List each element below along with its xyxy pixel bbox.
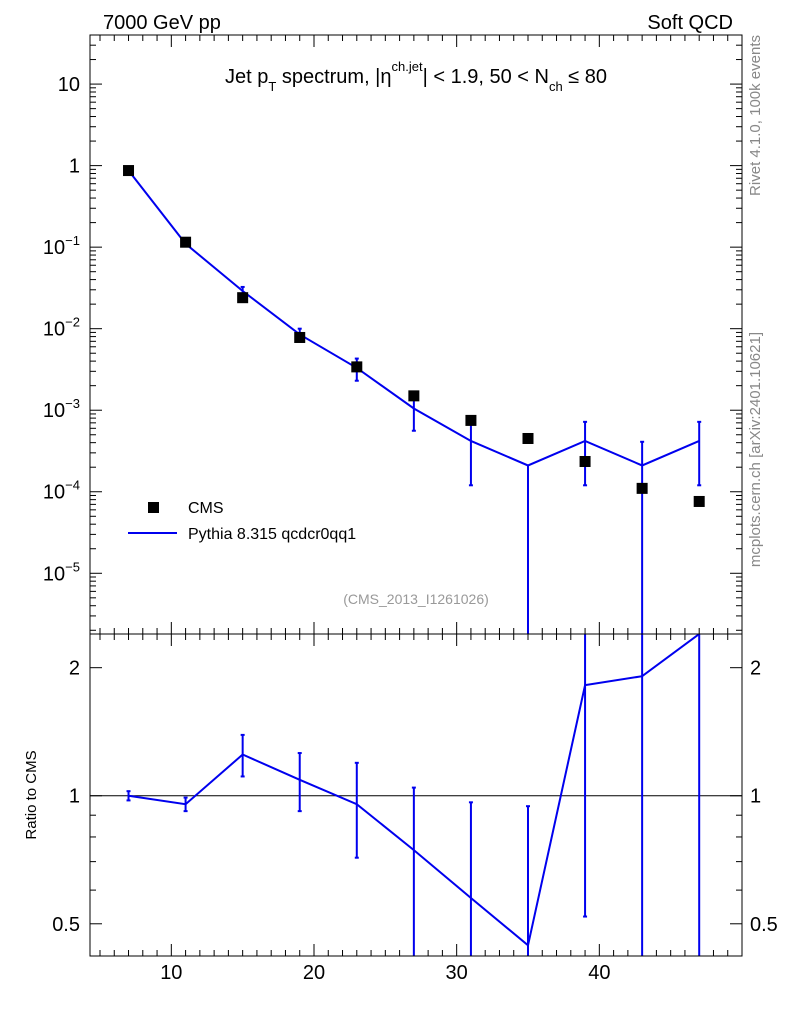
tick-exponent: −1 [65,233,80,248]
legend-label-cms: CMS [188,500,224,517]
title-prefix: Jet p [225,66,268,88]
main-y-tick-label: 1 [69,156,80,178]
data-point [351,361,363,373]
ratio-y-tick-label-right: 2 [750,658,761,680]
tick-base: 10 [43,319,65,341]
tick-base: 10 [43,237,65,259]
main-ticks [90,34,742,634]
data-point [579,455,591,467]
data-point [123,165,135,177]
tick-exponent: −5 [65,559,80,574]
main-frame [89,34,743,635]
ratio-series [126,633,701,956]
ratio-y-tick-label: 2 [69,658,80,680]
tick-exponent: −3 [65,396,80,411]
legend-label-mc: Pythia 8.315 qcdcr0qq1 [188,526,356,543]
header-left: 7000 GeV pp [103,12,221,34]
title-pt-subscript: T [268,79,276,94]
tick-base: 10 [43,400,65,422]
title-mid: spectrum, |η [276,66,391,88]
main-y-tick-label: 10−2 [43,315,80,341]
x-tick-label: 30 [446,962,468,984]
data-point [522,432,534,444]
x-tick-label: 20 [303,962,325,984]
title-range: | < 1.9, 50 < N [423,66,549,88]
main-y-tick-label: 10−4 [43,478,80,504]
title-eta-superscript: ch.jet [392,59,423,74]
ratio-y-tick-label-right: 0.5 [750,914,778,936]
ratio-y-tick-labels: 0.5 0.5 1 1 2 2 [52,658,778,936]
x-tick-label: 10 [160,962,182,984]
main-y-tick-label: 10−3 [43,396,80,422]
title-upper: ≤ 80 [563,66,607,88]
mc-series [126,168,702,634]
ratio-y-tick-label: 1 [69,786,80,808]
tick-exponent: −4 [65,478,80,493]
main-y-tick-label: 10−5 [43,559,80,585]
data-point [693,495,705,507]
tick-base: 10 [43,563,65,585]
side-label-rivet: Rivet 4.1.0, 100k events [747,35,764,196]
ratio-y-tick-label-right: 1 [750,786,761,808]
ratio-frame [89,633,743,957]
data-point [294,331,306,343]
data-point [237,292,249,304]
ratio-y-tick-label: 0.5 [52,914,80,936]
ratio-plot: 0.5 0.5 1 1 2 2 [52,633,778,957]
data-point [408,390,420,402]
analysis-tag: (CMS_2013_I1261026) [343,591,489,607]
ratio-ticks [90,634,742,956]
data-point [636,482,648,494]
legend-marker-cms [148,502,159,513]
header-right: Soft QCD [647,12,733,34]
tick-exponent: −2 [65,315,80,330]
x-tick-label: 40 [588,962,610,984]
data-point [465,414,477,426]
side-label-source: mcplots.cern.ch [arXiv:2401.10621] [747,332,764,567]
main-y-tick-label: 10 [58,74,80,96]
ratio-y-axis-label: Ratio to CMS [23,750,40,839]
title-nch-subscript: ch [549,79,563,94]
main-y-tick-label: 10−1 [43,233,80,259]
legend: CMS Pythia 8.315 qcdcr0qq1 [128,500,356,543]
data-point [180,236,192,248]
chart-title: Jet pT spectrum, |ηch.jet| < 1.9, 50 < N… [225,59,607,94]
x-tick-labels: 10 20 30 40 [160,962,610,984]
data-series [123,165,705,507]
tick-base: 10 [43,482,65,504]
